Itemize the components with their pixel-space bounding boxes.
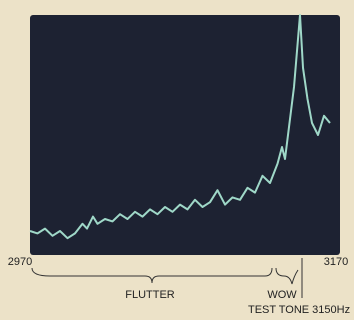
wow-brace xyxy=(276,268,298,284)
plot-area xyxy=(30,15,340,255)
x-tick-label: 2970 xyxy=(8,256,32,268)
test-tone-label: TEST TONE 3150Hz xyxy=(248,304,350,316)
x-tick-label: 3170 xyxy=(324,256,348,268)
chart: FLUTTER WOW TEST TONE 3150Hz 2970 3170 xyxy=(0,0,354,320)
flutter-brace xyxy=(32,268,272,283)
wow-label: WOW xyxy=(267,289,297,301)
flutter-label: FLUTTER xyxy=(125,289,175,301)
